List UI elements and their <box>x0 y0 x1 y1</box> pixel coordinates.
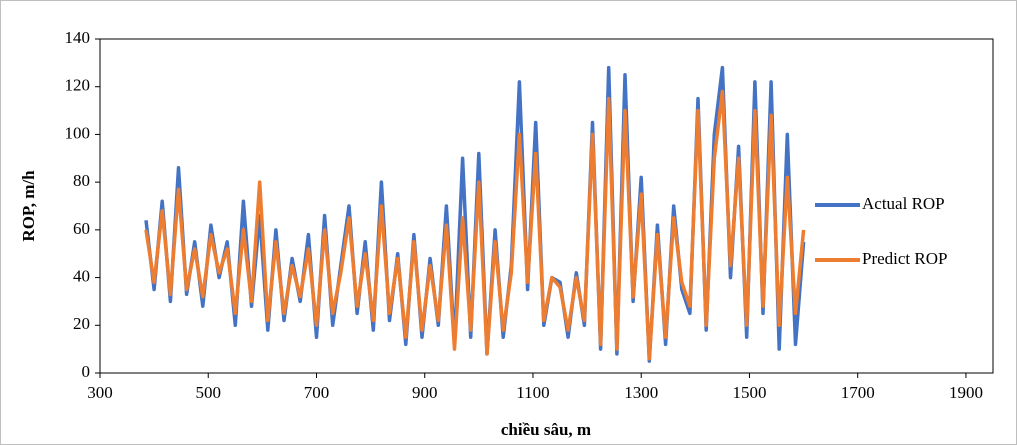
x-axis-title: chiều sâu, m <box>501 420 591 439</box>
x-tick-label: 1900 <box>949 383 983 402</box>
x-tick-label: 300 <box>87 383 113 402</box>
y-tick-label: 0 <box>82 362 91 381</box>
y-tick-label: 40 <box>73 266 90 285</box>
y-tick-label: 80 <box>73 171 90 190</box>
x-tick-label: 1100 <box>516 383 549 402</box>
legend-label: Actual ROP <box>862 194 945 213</box>
y-tick-label: 140 <box>65 28 91 47</box>
x-tick-label: 700 <box>304 383 330 402</box>
legend-label: Predict ROP <box>862 249 947 268</box>
y-tick-label: 100 <box>65 123 91 142</box>
y-tick-label: 60 <box>73 219 90 238</box>
x-tick-label: 1300 <box>624 383 658 402</box>
y-tick-label: 20 <box>73 314 90 333</box>
x-tick-label: 1700 <box>841 383 875 402</box>
plot-area <box>99 38 994 374</box>
x-tick-label: 500 <box>195 383 221 402</box>
y-axis-title: ROP, m/h <box>19 170 38 242</box>
y-tick-label: 120 <box>65 76 91 95</box>
x-tick-label: 1500 <box>732 383 766 402</box>
series-line <box>144 89 806 361</box>
x-tick-label: 900 <box>412 383 438 402</box>
